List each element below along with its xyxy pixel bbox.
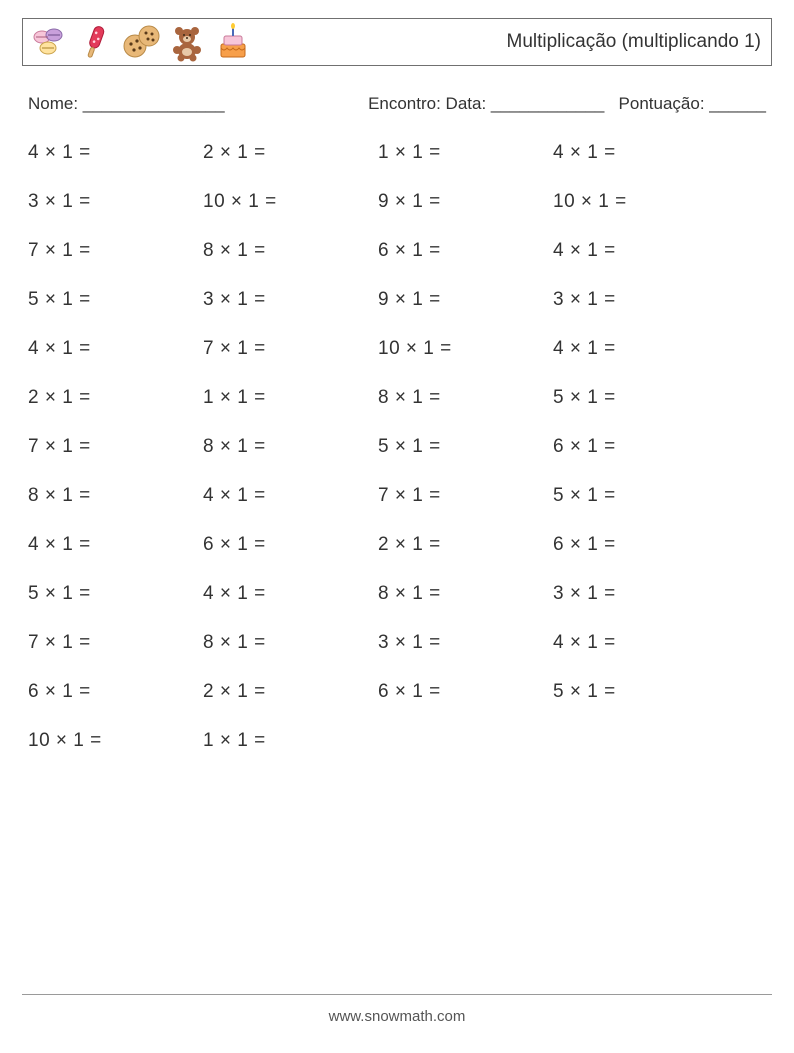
problem-cell: 1 × 1 =	[203, 387, 378, 409]
problem-cell: 10 × 1 =	[553, 191, 728, 213]
footer-url: www.snowmath.com	[0, 1008, 794, 1025]
header-icons	[29, 22, 253, 62]
problem-cell: 5 × 1 =	[378, 436, 553, 458]
problems-grid: 4 × 1 =2 × 1 =1 × 1 =4 × 1 =3 × 1 =10 × …	[28, 142, 772, 752]
worksheet-title: Multiplicação (multiplicando 1)	[507, 31, 762, 53]
problem-cell: 5 × 1 =	[553, 485, 728, 507]
problem-row: 7 × 1 =8 × 1 =5 × 1 =6 × 1 =	[28, 436, 772, 458]
problem-cell: 1 × 1 =	[203, 730, 378, 752]
problem-cell: 4 × 1 =	[28, 534, 203, 556]
problem-cell: 8 × 1 =	[203, 436, 378, 458]
problem-row: 4 × 1 =7 × 1 =10 × 1 =4 × 1 =	[28, 338, 772, 360]
problem-cell: 8 × 1 =	[28, 485, 203, 507]
problem-cell: 6 × 1 =	[378, 240, 553, 262]
problem-cell: 4 × 1 =	[28, 142, 203, 164]
problem-cell: 3 × 1 =	[203, 289, 378, 311]
problem-cell: 7 × 1 =	[378, 485, 553, 507]
problem-cell: 4 × 1 =	[28, 338, 203, 360]
problem-cell: 5 × 1 =	[553, 681, 728, 703]
problem-cell: 3 × 1 =	[378, 632, 553, 654]
date-score-field: Encontro: Data: ____________ Pontuação: …	[368, 94, 766, 114]
problem-cell: 6 × 1 =	[553, 534, 728, 556]
problem-cell: 4 × 1 =	[553, 240, 728, 262]
problem-cell	[378, 730, 553, 752]
popsicle-icon	[75, 22, 115, 62]
problem-cell: 2 × 1 =	[28, 387, 203, 409]
macarons-icon	[29, 22, 69, 62]
problem-cell: 3 × 1 =	[28, 191, 203, 213]
cake-icon	[213, 22, 253, 62]
problem-cell: 8 × 1 =	[203, 632, 378, 654]
problem-cell: 4 × 1 =	[553, 632, 728, 654]
problem-cell: 9 × 1 =	[378, 191, 553, 213]
header-box: Multiplicação (multiplicando 1)	[22, 18, 772, 66]
teddy-icon	[167, 22, 207, 62]
problem-row: 7 × 1 =8 × 1 =6 × 1 =4 × 1 =	[28, 240, 772, 262]
problem-row: 5 × 1 =4 × 1 =8 × 1 =3 × 1 =	[28, 583, 772, 605]
problem-cell: 4 × 1 =	[553, 338, 728, 360]
problem-cell: 9 × 1 =	[378, 289, 553, 311]
problem-cell: 7 × 1 =	[28, 436, 203, 458]
problem-cell	[553, 730, 728, 752]
problem-cell: 5 × 1 =	[553, 387, 728, 409]
problem-cell: 4 × 1 =	[203, 485, 378, 507]
problem-cell: 7 × 1 =	[28, 240, 203, 262]
problem-row: 4 × 1 =6 × 1 =2 × 1 =6 × 1 =	[28, 534, 772, 556]
problem-cell: 4 × 1 =	[203, 583, 378, 605]
problem-cell: 7 × 1 =	[203, 338, 378, 360]
problem-row: 6 × 1 =2 × 1 =6 × 1 =5 × 1 =	[28, 681, 772, 703]
problem-cell: 2 × 1 =	[203, 142, 378, 164]
problem-row: 10 × 1 =1 × 1 =	[28, 730, 772, 752]
problem-row: 8 × 1 =4 × 1 =7 × 1 =5 × 1 =	[28, 485, 772, 507]
problem-cell: 1 × 1 =	[378, 142, 553, 164]
problem-row: 7 × 1 =8 × 1 =3 × 1 =4 × 1 =	[28, 632, 772, 654]
problem-cell: 5 × 1 =	[28, 289, 203, 311]
problem-cell: 6 × 1 =	[378, 681, 553, 703]
problem-row: 5 × 1 =3 × 1 =9 × 1 =3 × 1 =	[28, 289, 772, 311]
problem-row: 4 × 1 =2 × 1 =1 × 1 =4 × 1 =	[28, 142, 772, 164]
problem-cell: 10 × 1 =	[28, 730, 203, 752]
problem-row: 2 × 1 =1 × 1 =8 × 1 =5 × 1 =	[28, 387, 772, 409]
cookie-icon	[121, 22, 161, 62]
problem-cell: 6 × 1 =	[553, 436, 728, 458]
problem-cell: 2 × 1 =	[378, 534, 553, 556]
info-line: Nome: _______________ Encontro: Data: __…	[28, 94, 766, 114]
problem-cell: 5 × 1 =	[28, 583, 203, 605]
problem-cell: 8 × 1 =	[203, 240, 378, 262]
problem-cell: 6 × 1 =	[28, 681, 203, 703]
problem-cell: 2 × 1 =	[203, 681, 378, 703]
problem-cell: 6 × 1 =	[203, 534, 378, 556]
footer-divider	[22, 994, 772, 995]
problem-cell: 8 × 1 =	[378, 583, 553, 605]
problem-cell: 10 × 1 =	[378, 338, 553, 360]
problem-cell: 8 × 1 =	[378, 387, 553, 409]
problem-cell: 4 × 1 =	[553, 142, 728, 164]
problem-cell: 10 × 1 =	[203, 191, 378, 213]
problem-cell: 7 × 1 =	[28, 632, 203, 654]
problem-cell: 3 × 1 =	[553, 583, 728, 605]
name-field: Nome: _______________	[28, 94, 225, 114]
problem-cell: 3 × 1 =	[553, 289, 728, 311]
problem-row: 3 × 1 =10 × 1 =9 × 1 =10 × 1 =	[28, 191, 772, 213]
